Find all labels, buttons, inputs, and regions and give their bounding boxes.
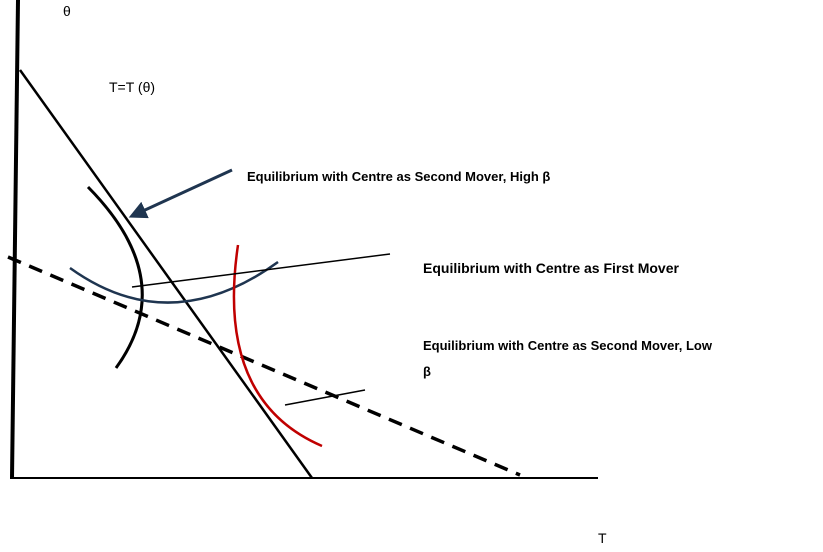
annotation: β [423, 364, 431, 379]
annotation: Equilibrium with Centre as Second Mover,… [423, 338, 713, 353]
reaction-line [18, 69, 314, 479]
x-axis-label: T [598, 530, 607, 546]
annotation: Equilibrium with Centre as Second Mover,… [247, 169, 550, 184]
curve-label: T=T (θ) [109, 79, 155, 95]
black-curve [86, 185, 144, 369]
arrow [128, 168, 233, 219]
red-curve [232, 244, 323, 448]
blue-curve [69, 260, 279, 304]
annotation: Equilibrium with Centre as First Mover [423, 260, 679, 276]
pointer-line [284, 389, 366, 406]
y-axis [10, 0, 20, 479]
dashed-line [7, 255, 521, 477]
pointer-line [131, 253, 391, 288]
y-axis-label: θ [63, 3, 71, 19]
